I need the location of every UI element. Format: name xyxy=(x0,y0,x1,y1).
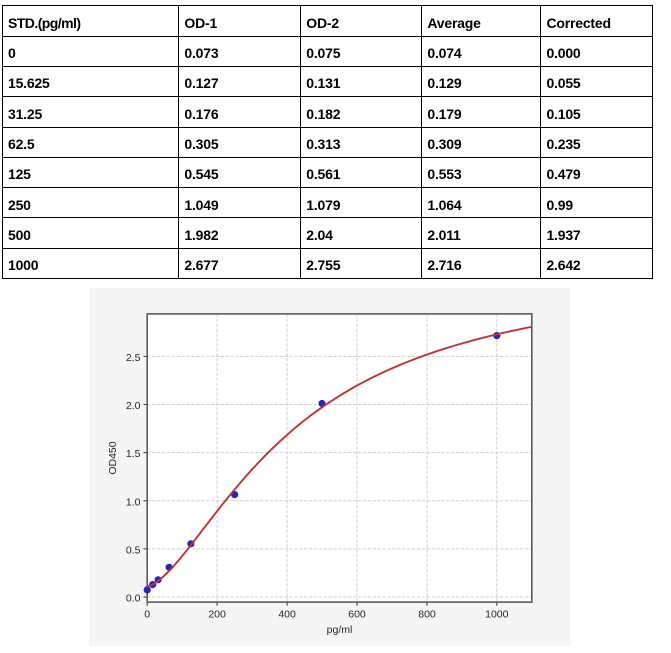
svg-text:600: 600 xyxy=(348,608,366,620)
svg-text:200: 200 xyxy=(208,608,226,620)
svg-text:2.0: 2.0 xyxy=(126,400,141,412)
svg-text:2.5: 2.5 xyxy=(126,352,141,364)
svg-text:0.5: 0.5 xyxy=(126,544,141,556)
svg-text:1000: 1000 xyxy=(485,608,509,620)
svg-text:800: 800 xyxy=(418,608,436,620)
svg-text:pg/ml: pg/ml xyxy=(327,624,353,636)
svg-text:0.0: 0.0 xyxy=(126,593,141,605)
svg-text:OD450: OD450 xyxy=(107,441,119,474)
svg-text:1.0: 1.0 xyxy=(126,496,141,508)
svg-text:1.5: 1.5 xyxy=(126,448,141,460)
svg-text:400: 400 xyxy=(278,608,296,620)
svg-text:0: 0 xyxy=(144,608,150,620)
